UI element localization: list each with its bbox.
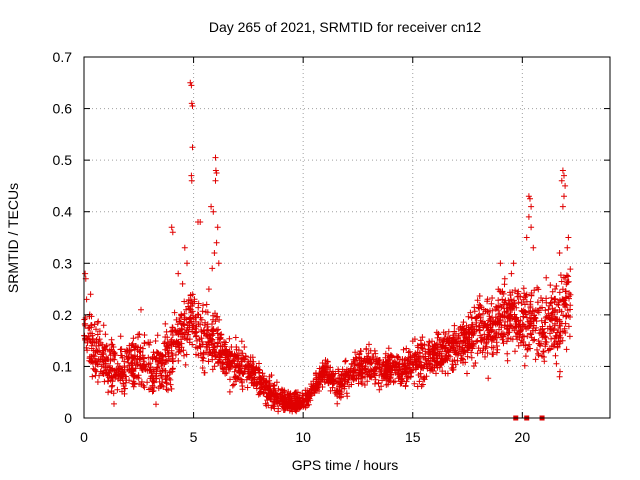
y-tick-label: 0.2: [53, 307, 73, 323]
x-tick-label: 5: [190, 429, 198, 445]
y-tick-label: 0: [64, 410, 72, 426]
data-points: [81, 79, 574, 415]
y-axis-label: SRMTID / TECUs: [5, 183, 21, 293]
x-axis-label: GPS time / hours: [292, 457, 399, 473]
srmtid-point-markers: [81, 79, 574, 415]
x-axis-tick-labels: 0 5 10 15 20: [80, 429, 530, 445]
y-tick-label: 0.5: [53, 152, 73, 168]
x-tick-label: 15: [405, 429, 421, 445]
x-tick-label: 20: [515, 429, 531, 445]
y-axis-tick-labels: 0 0.1 0.2 0.3 0.4 0.5 0.6 0.7: [53, 49, 73, 426]
y-tick-label: 0.1: [53, 358, 73, 374]
x-tick-label: 10: [295, 429, 311, 445]
axis-ticks: [83, 56, 610, 419]
grid-lines: [84, 57, 610, 418]
x-tick-label: 0: [80, 429, 88, 445]
y-tick-label: 0.6: [53, 101, 73, 117]
chart-title: Day 265 of 2021, SRMTID for receiver cn1…: [209, 19, 482, 35]
y-tick-label: 0.7: [53, 49, 73, 65]
y-tick-label: 0.3: [53, 255, 73, 271]
y-tick-label: 0.4: [53, 204, 73, 220]
plot-frame: [83, 56, 611, 419]
